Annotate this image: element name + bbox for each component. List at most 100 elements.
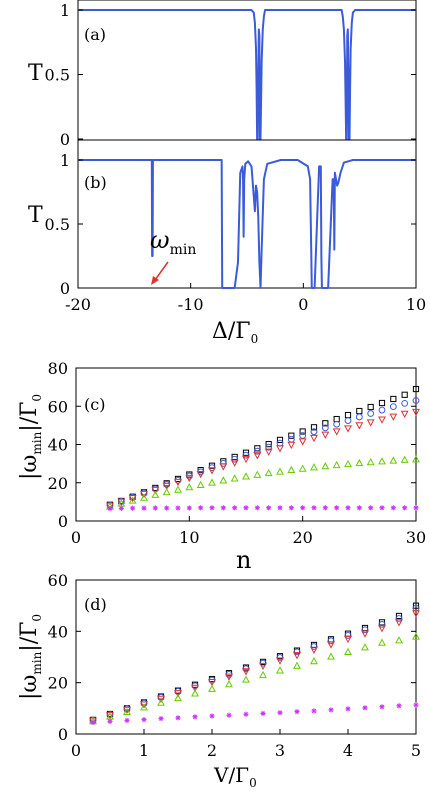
data-point-triangle-down: [276, 657, 284, 665]
data-point-circle: [389, 403, 397, 411]
data-point-square: [254, 445, 261, 452]
series-square: [106, 385, 420, 508]
series-line: [78, 159, 416, 289]
data-point-asterisk: [300, 505, 306, 511]
x-tick-label: 30: [406, 528, 426, 547]
panel-b-yticks: 00.51: [45, 151, 416, 298]
data-point-triangle-down: [174, 478, 182, 487]
data-point-triangle-down: [219, 463, 228, 471]
data-point-triangle-down: [361, 630, 369, 638]
data-point-asterisk: [124, 717, 130, 723]
data-point-asterisk: [107, 718, 113, 725]
y-tick-label: 60: [48, 571, 68, 590]
data-point-triangle-up: [412, 632, 420, 640]
data-point-asterisk: [266, 505, 272, 511]
series-circle: [89, 604, 420, 724]
data-point-circle: [310, 643, 318, 650]
panel-a-axes-box: [77, 0, 417, 141]
data-point-asterisk: [390, 505, 396, 511]
data-point-triangle-down: [157, 695, 165, 703]
series-triangle-up: [106, 455, 420, 510]
panel-c-yticks: 0 20 40 60 80: [48, 359, 416, 531]
data-point-triangle-down: [151, 486, 160, 495]
data-point-triangle-down: [310, 434, 318, 443]
data-point-triangle-up: [225, 680, 233, 688]
data-point-triangle-up: [264, 468, 273, 477]
data-point-triangle-up: [162, 487, 171, 496]
panel-a-label: (a): [84, 25, 106, 44]
data-point-triangle-up: [140, 493, 148, 501]
data-point-square: [322, 420, 329, 427]
data-point-triangle-down: [344, 635, 352, 644]
data-point-asterisk: [164, 505, 170, 511]
data-point-asterisk: [413, 702, 419, 708]
data-point-triangle-up: [128, 496, 137, 504]
data-point-square: [395, 612, 403, 620]
data-point-asterisk: [294, 709, 300, 715]
x-tick-label: -10: [178, 295, 204, 314]
panel-b-annotation: ωmin: [150, 226, 196, 258]
data-point-circle: [333, 420, 341, 428]
panel-d-xlabel: V/Γ0: [213, 763, 257, 790]
data-point-circle: [299, 432, 307, 439]
panel-a-ylabel: T: [28, 61, 43, 86]
data-point-triangle-up: [361, 643, 369, 651]
panel-c-xlabel: n: [236, 546, 251, 574]
data-point-triangle-up: [196, 480, 205, 488]
panel-d-label: (d): [84, 595, 107, 614]
y-tick-label: 1: [60, 151, 70, 170]
data-point-square: [242, 449, 250, 456]
series-triangle-up: [89, 632, 420, 725]
data-point-triangle-down: [242, 668, 250, 676]
annotation-arrow: [154, 261, 169, 281]
y-tick-label: 80: [48, 359, 68, 378]
panel-c-label: (c): [84, 395, 105, 414]
panel-b-xlabel: Δ/Γ0: [212, 319, 258, 346]
data-point-triangle-down: [242, 455, 250, 464]
series-line: [78, 9, 416, 140]
data-point-triangle-down: [208, 679, 216, 687]
data-point-triangle-down: [191, 684, 199, 692]
data-point-triangle-up: [151, 490, 160, 498]
y-tick-label: 0.5: [45, 66, 70, 85]
y-tick-label: 0: [58, 512, 68, 531]
data-point-triangle-up: [230, 474, 239, 482]
data-point-triangle-down: [378, 625, 386, 633]
data-point-triangle-up: [412, 455, 420, 463]
data-point-circle: [378, 621, 386, 628]
data-point-asterisk: [311, 505, 317, 511]
data-point-asterisk: [402, 505, 408, 511]
data-point-triangle-up: [157, 698, 165, 706]
data-point-asterisk: [175, 505, 181, 511]
panel-c-axes-box: [75, 367, 417, 522]
data-point-asterisk: [226, 712, 232, 718]
data-point-triangle-up: [298, 464, 307, 472]
data-point-triangle-up: [344, 459, 352, 468]
data-point-triangle-up: [185, 483, 194, 491]
data-point-triangle-down: [264, 448, 273, 456]
panel-a-yticks: 00.51: [45, 1, 416, 149]
y-tick-label: 20: [48, 674, 68, 693]
y-tick-label: 0: [60, 130, 70, 149]
data-point-triangle-up: [140, 703, 148, 711]
data-point-square: [412, 385, 420, 393]
data-point-asterisk: [277, 710, 283, 716]
data-point-triangle-up: [253, 470, 262, 478]
data-point-asterisk: [186, 505, 192, 511]
x-tick-label: 2: [207, 741, 217, 760]
data-point-square: [265, 441, 272, 448]
data-point-circle: [265, 443, 273, 451]
data-point-triangle-up: [276, 666, 284, 674]
panel-b: 00.51 -20 -10 0 10 (b) T ωmin Δ/Γ0: [28, 139, 426, 346]
data-point-triangle-down: [208, 467, 216, 475]
annotation-arrow-head: [151, 276, 159, 285]
data-point-triangle-down: [389, 413, 398, 421]
data-point-asterisk: [345, 706, 351, 712]
series-asterisk: [107, 505, 419, 512]
series-circle: [106, 397, 420, 509]
data-point-triangle-up: [287, 465, 296, 474]
y-tick-label: 20: [48, 474, 68, 493]
data-point-triangle-down: [395, 619, 403, 627]
data-point-triangle-down: [140, 490, 148, 499]
data-point-circle: [401, 399, 409, 407]
